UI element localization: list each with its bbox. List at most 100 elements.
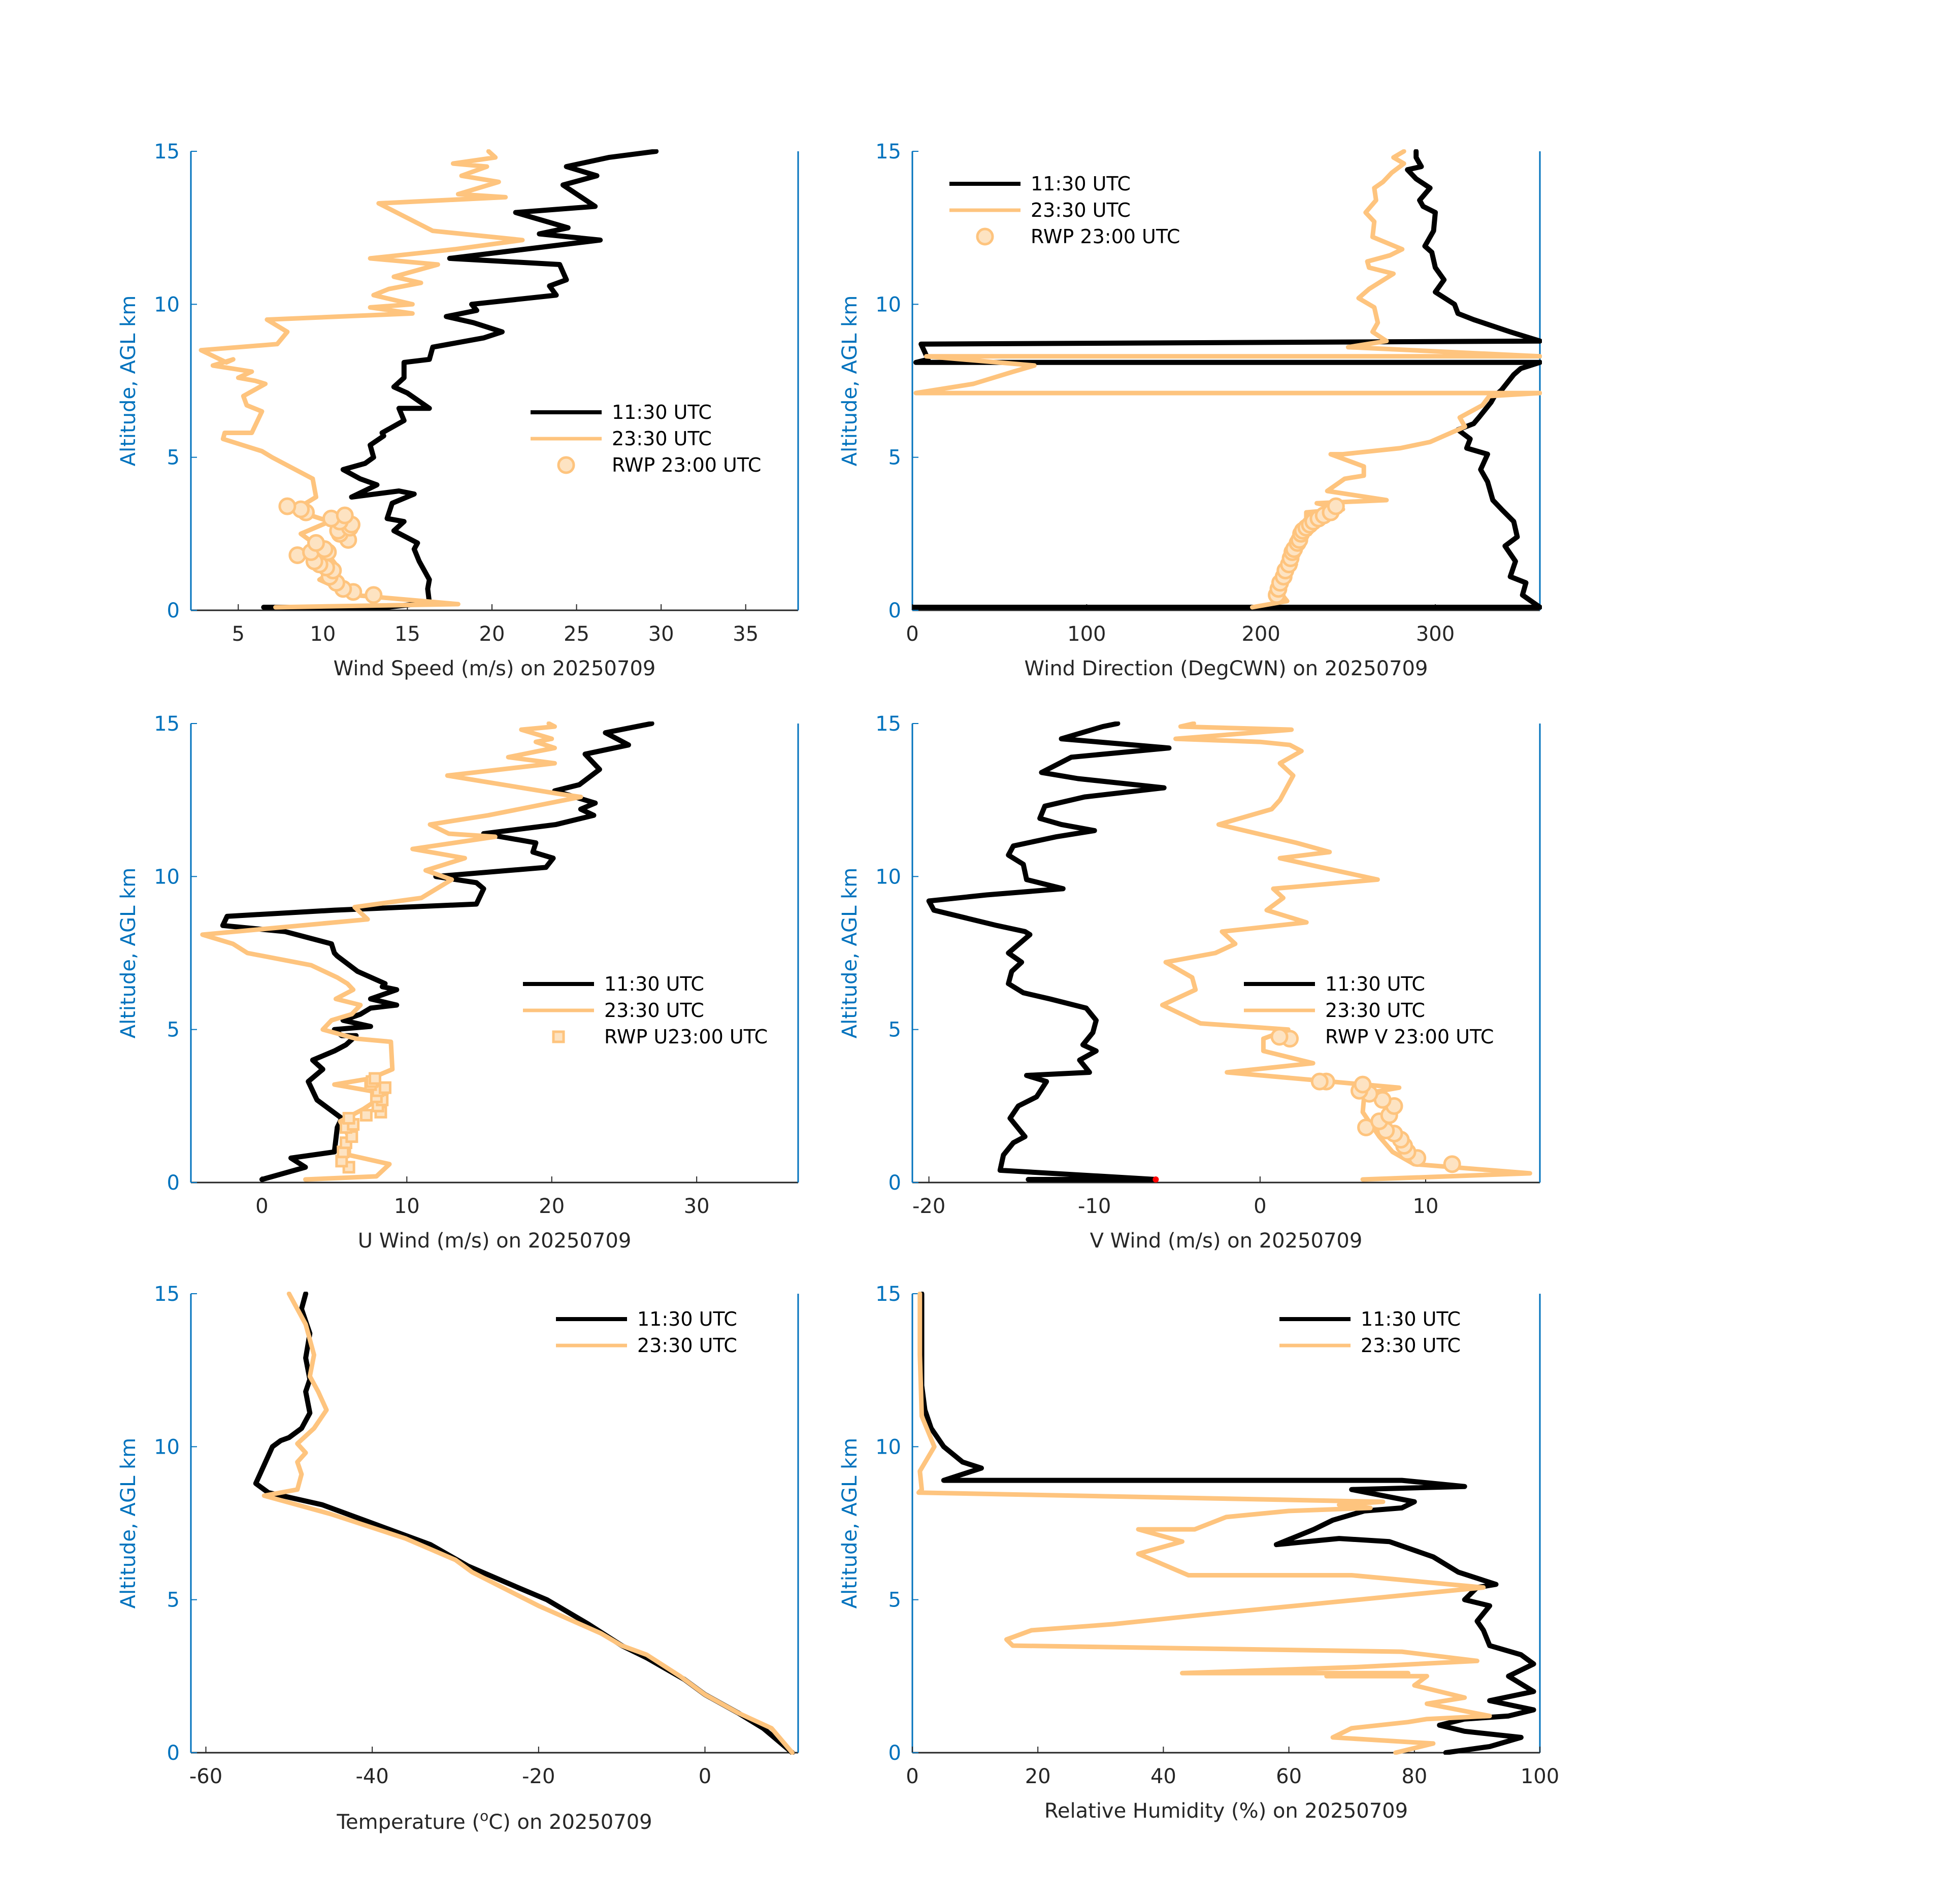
panel-temperature: -60 -40 -20 0 0 5 10 15 Altitude, AGL km Temperat… bbox=[117, 1283, 799, 1834]
legend-item: 23:30 UTC bbox=[523, 999, 704, 1022]
x-tick-label: 300 bbox=[1416, 622, 1455, 646]
y-tick-label: 5 bbox=[888, 1019, 901, 1042]
x-tick-label: 15 bbox=[394, 622, 420, 646]
x-tick-label: 20 bbox=[479, 622, 505, 646]
x-tick-label: -20 bbox=[522, 1765, 555, 1788]
rwp-marker bbox=[365, 586, 383, 604]
x-axis-label: Relative Humidity (%) on 20250709 bbox=[1044, 1799, 1408, 1823]
y-tick-label: 5 bbox=[167, 1589, 180, 1612]
legend-label: 23:30 UTC bbox=[1031, 199, 1131, 221]
y-tick-label: 5 bbox=[167, 446, 180, 470]
y-tick-label: 0 bbox=[167, 1171, 180, 1195]
legend-label: 11:30 UTC bbox=[1325, 973, 1425, 995]
legend-label: RWP V 23:00 UTC bbox=[1325, 1026, 1494, 1048]
panel-u-wind: 0 10 20 30 0 5 10 15 Altitude, AGL km U Wind (m/s… bbox=[117, 712, 799, 1253]
panel-wind-direction: 0 100 200 300 0 5 10 15 Altitude, AGL km Wind Dir… bbox=[838, 140, 1542, 680]
legend-item: RWP V 23:00 UTC bbox=[1270, 1026, 1494, 1048]
x-tick-label: 100 bbox=[1067, 622, 1106, 646]
x-tick-label: 25 bbox=[564, 622, 589, 646]
rwp-marker bbox=[342, 1111, 355, 1125]
x-tick-label: 35 bbox=[733, 622, 759, 646]
y-axis-label: Altitude, AGL km bbox=[117, 868, 140, 1039]
x-axis-label: U Wind (m/s) on 20250709 bbox=[358, 1229, 632, 1253]
legend: 11:30 UTC 23:30 UTC RWP U23:00 UTC bbox=[523, 973, 768, 1048]
y-tick-label: 0 bbox=[888, 1171, 901, 1195]
legend-label: RWP U23:00 UTC bbox=[604, 1026, 768, 1048]
legend-label: 23:30 UTC bbox=[1361, 1334, 1461, 1357]
rwp-marker bbox=[307, 534, 325, 552]
series-line-1130-utc bbox=[919, 1292, 1536, 1755]
series-line-1130-utc bbox=[926, 721, 1172, 1182]
x-tick-label: 0 bbox=[906, 1765, 918, 1788]
series-line-1130-utc bbox=[261, 149, 659, 610]
legend-item: 11:30 UTC bbox=[1244, 973, 1425, 995]
y-axis-label: Altitude, AGL km bbox=[117, 1438, 140, 1609]
series-line-2330-utc bbox=[261, 1292, 795, 1755]
legend-label: RWP 23:00 UTC bbox=[1031, 225, 1180, 248]
x-tick-label: 10 bbox=[1413, 1195, 1439, 1218]
rwp-marker bbox=[336, 506, 354, 524]
x-axis-label: Temperature (oC) on 20250709 bbox=[336, 1808, 652, 1834]
legend-item: 23:30 UTC bbox=[556, 1334, 737, 1357]
series-line-2330-utc bbox=[200, 721, 583, 1182]
series-line-1130-utc bbox=[912, 149, 1542, 610]
legend-marker bbox=[552, 1030, 565, 1043]
rwp-marker bbox=[278, 497, 297, 515]
rwp-marker bbox=[369, 1072, 382, 1085]
legend-item: 23:30 UTC bbox=[1279, 1334, 1461, 1357]
legend-item: 11:30 UTC bbox=[1279, 1308, 1461, 1330]
x-tick-label: -10 bbox=[1078, 1195, 1111, 1218]
x-tick-label: 0 bbox=[906, 622, 918, 646]
panel-v-wind: -20 -10 0 10 0 5 10 15 Altitude, AGL km V Wind (m… bbox=[838, 712, 1541, 1253]
legend-label: 11:30 UTC bbox=[637, 1308, 737, 1330]
legend-label: 23:30 UTC bbox=[637, 1334, 737, 1357]
panel-wind-speed: 5 10 15 20 25 30 35 0 5 10 15 Altitude, AGL km Wind … bbox=[117, 140, 799, 680]
series-line-2330-utc bbox=[199, 149, 525, 610]
y-tick-label: 15 bbox=[154, 140, 180, 163]
x-tick-label: 60 bbox=[1276, 1765, 1302, 1788]
x-tick-label: 100 bbox=[1521, 1765, 1559, 1788]
series-line-2330-utc bbox=[1160, 721, 1532, 1182]
legend-marker bbox=[976, 227, 994, 246]
y-tick-label: 10 bbox=[154, 1435, 180, 1459]
legend-item: 11:30 UTC bbox=[949, 173, 1131, 195]
legend-label: 11:30 UTC bbox=[1031, 173, 1131, 195]
y-tick-label: 10 bbox=[154, 293, 180, 316]
series-line-2330-utc bbox=[913, 149, 1542, 610]
legend-item: RWP U23:00 UTC bbox=[552, 1026, 768, 1048]
y-tick-label: 10 bbox=[875, 293, 901, 316]
legend-label: 23:30 UTC bbox=[612, 428, 712, 450]
x-tick-label: 0 bbox=[1254, 1195, 1266, 1218]
legend-label: 23:30 UTC bbox=[1325, 999, 1425, 1022]
y-tick-label: 15 bbox=[154, 1283, 180, 1306]
legend: 11:30 UTC 23:30 UTC RWP 23:00 UTC bbox=[949, 173, 1180, 248]
series-line-2330-utc bbox=[916, 1292, 1492, 1755]
x-tick-label: 5 bbox=[232, 622, 245, 646]
plot-area bbox=[926, 721, 1532, 1183]
legend-label: 11:30 UTC bbox=[604, 973, 704, 995]
x-axis-label: Wind Speed (m/s) on 20250709 bbox=[334, 657, 656, 680]
rwp-marker bbox=[378, 1081, 391, 1094]
y-tick-label: 10 bbox=[875, 865, 901, 889]
y-tick-label: 10 bbox=[875, 1435, 901, 1459]
plot-area bbox=[253, 1292, 795, 1755]
x-axis-label: Wind Direction (DegCWN) on 20250709 bbox=[1025, 657, 1428, 680]
x-tick-label: 30 bbox=[684, 1195, 710, 1218]
y-tick-label: 15 bbox=[875, 1283, 901, 1306]
legend-item: 23:30 UTC bbox=[531, 428, 712, 450]
y-tick-label: 0 bbox=[888, 1742, 901, 1765]
legend: 11:30 UTC 23:30 UTC bbox=[556, 1308, 737, 1357]
legend: 11:30 UTC 23:30 UTC RWP 23:00 UTC bbox=[531, 401, 761, 476]
legend: 11:30 UTC 23:30 UTC RWP V 23:00 UTC bbox=[1244, 973, 1494, 1048]
x-tick-label: -40 bbox=[355, 1765, 388, 1788]
legend-item: RWP 23:00 UTC bbox=[976, 225, 1180, 248]
legend-label: RWP 23:00 UTC bbox=[612, 454, 761, 476]
rwp-marker bbox=[1354, 1075, 1372, 1094]
x-tick-label: 10 bbox=[394, 1195, 420, 1218]
x-tick-label: 80 bbox=[1401, 1765, 1427, 1788]
panel-relative-humidity: 0 20 40 60 80 100 0 5 10 15 Altitude, AGL km Relati… bbox=[838, 1283, 1559, 1823]
y-tick-label: 0 bbox=[167, 1742, 180, 1765]
plot-area bbox=[912, 149, 1542, 610]
plot-area bbox=[916, 1292, 1536, 1755]
y-tick-label: 0 bbox=[888, 599, 901, 622]
